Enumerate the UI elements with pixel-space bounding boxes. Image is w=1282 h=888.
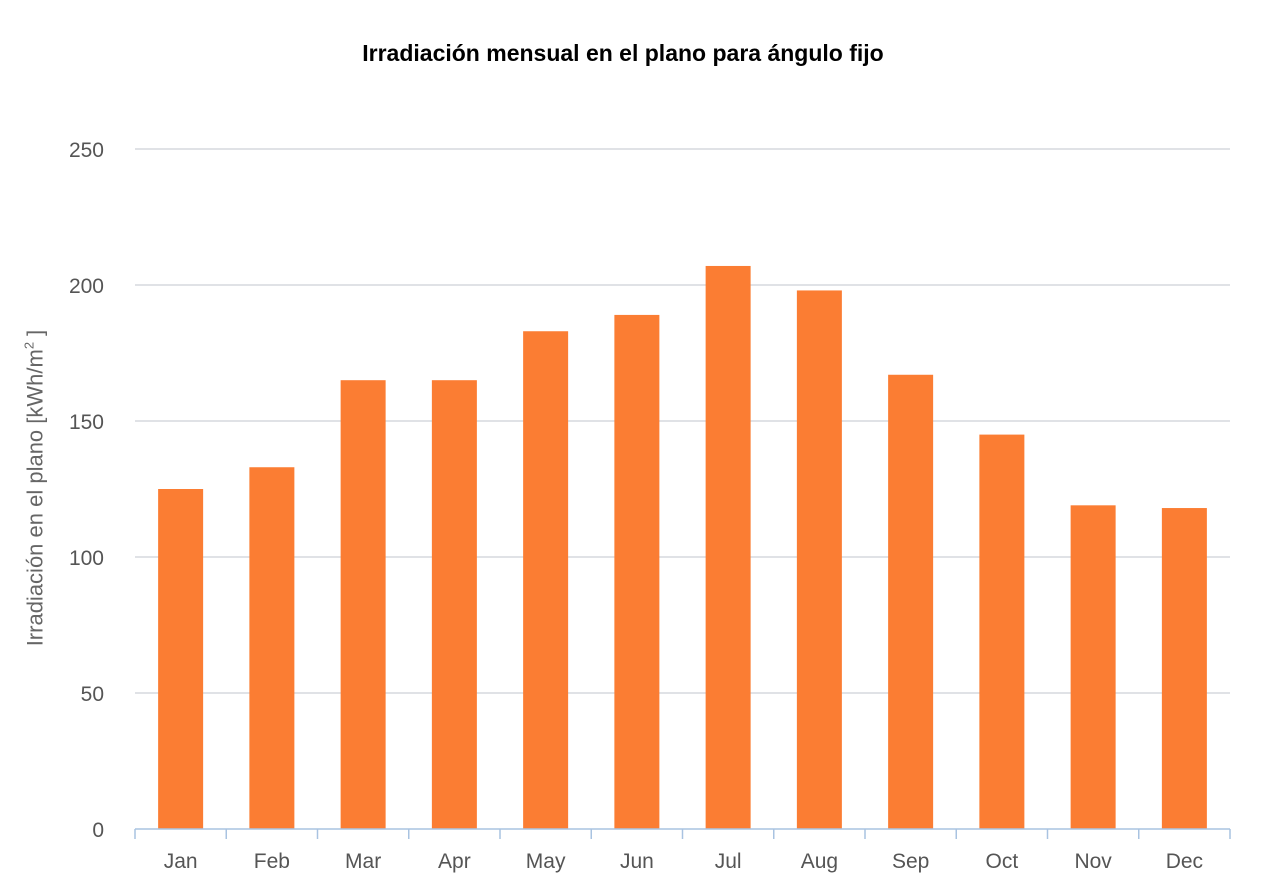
bar-sep — [888, 374, 934, 829]
bar-oct — [979, 434, 1025, 829]
x-tick-label: Jul — [715, 850, 742, 873]
y-tick-label: 0 — [92, 819, 104, 842]
y-tick-label: 100 — [69, 547, 104, 570]
x-axis — [134, 828, 1231, 839]
bar-feb — [249, 467, 295, 829]
x-tick-label: Jun — [620, 850, 654, 873]
bar-jan — [158, 489, 204, 829]
bar-mar — [340, 380, 386, 829]
gridlines — [135, 148, 1230, 694]
bar-jun — [614, 314, 660, 829]
bar-may — [523, 331, 569, 829]
x-tick-label: Nov — [1074, 850, 1112, 873]
x-tick-label: Apr — [438, 850, 471, 873]
bar-jul — [705, 265, 751, 830]
chart-title: Irradiación mensual en el plano para áng… — [362, 40, 884, 66]
x-axis-ticks: Jan Feb Mar Apr May Jun Jul Aug Sep Oct Nov Dec — [164, 850, 1203, 873]
y-tick-label: 150 — [69, 411, 104, 434]
y-tick-label: 250 — [69, 139, 104, 162]
x-tick-label: Jan — [164, 850, 198, 873]
bar-nov — [1070, 505, 1116, 829]
y-axis-ticks: 0 50 100 150 200 250 — [69, 139, 104, 842]
x-tick-label: Sep — [892, 850, 929, 873]
x-tick-label: Feb — [254, 850, 290, 873]
x-tick-label: Aug — [801, 850, 838, 873]
x-tick-label: Dec — [1166, 850, 1203, 873]
bar-dec — [1161, 508, 1207, 829]
bar-aug — [796, 290, 842, 829]
x-tick-label: May — [526, 850, 566, 873]
x-tick-label: Oct — [986, 850, 1019, 873]
bars — [158, 265, 1207, 830]
bar-apr — [431, 380, 477, 829]
y-tick-label: 200 — [69, 275, 104, 298]
y-tick-label: 50 — [81, 683, 104, 706]
x-tick-label: Mar — [345, 850, 381, 873]
